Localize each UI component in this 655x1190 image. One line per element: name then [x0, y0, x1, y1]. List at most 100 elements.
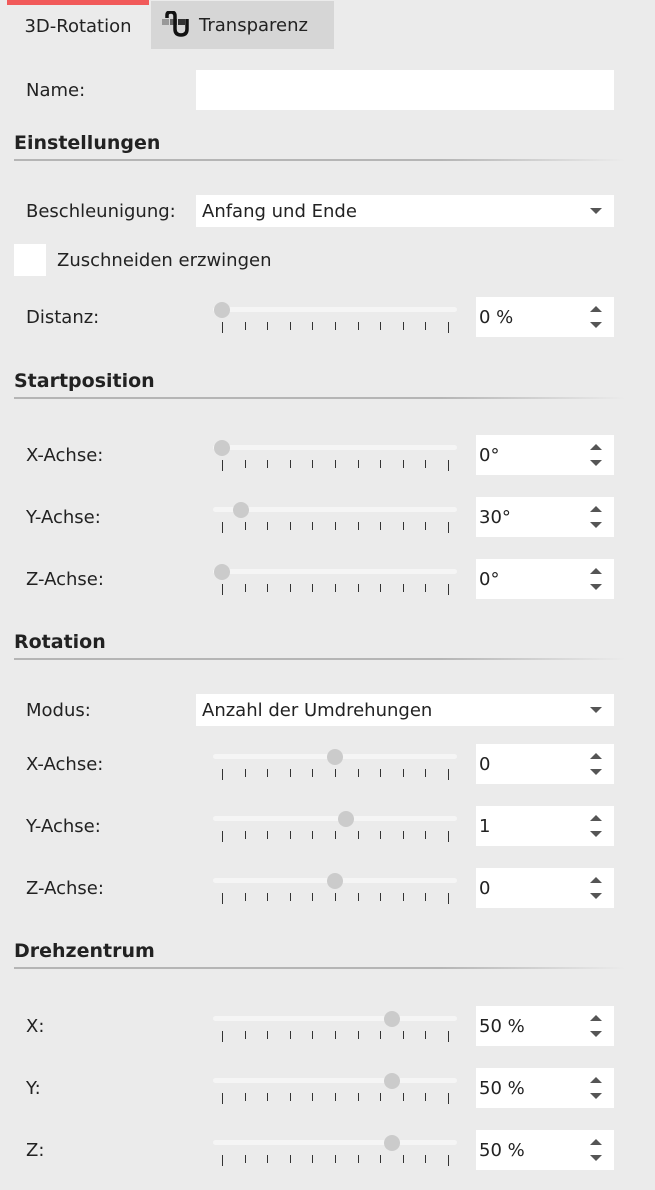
slider-thumb[interactable] — [338, 811, 355, 827]
arrow-up-icon[interactable] — [590, 753, 602, 759]
spin-value: 50 % — [479, 1077, 525, 1099]
arrow-down-icon[interactable] — [590, 584, 602, 590]
row-label: Y-Achse: — [26, 816, 101, 837]
arrow-up-icon[interactable] — [590, 1015, 602, 1021]
slider-thumb[interactable] — [232, 502, 249, 518]
startposition-1-spinbox[interactable]: 30° — [476, 497, 614, 537]
tab-3d-rotation[interactable]: 3D-Rotation — [7, 0, 149, 48]
slider-tick — [312, 1031, 314, 1039]
slider-tick — [425, 1093, 427, 1101]
arrow-down-icon[interactable] — [590, 769, 602, 775]
slider-tick — [267, 893, 269, 901]
rotation-0-spinbox[interactable]: 0 — [476, 744, 614, 784]
slider-track — [213, 1078, 457, 1083]
slider-tick — [357, 522, 359, 530]
arrow-down-icon[interactable] — [590, 522, 602, 528]
drehzentrum-2-slider[interactable] — [213, 1135, 457, 1169]
slider-tick — [312, 584, 314, 592]
arrow-down-icon[interactable] — [590, 1155, 602, 1161]
arrow-down-icon[interactable] — [590, 1093, 602, 1099]
startposition-2-slider[interactable] — [213, 564, 457, 598]
transparency-icon — [162, 11, 189, 37]
rotation-1-spinbox[interactable]: 1 — [476, 806, 614, 846]
startposition-0-slider[interactable] — [213, 440, 457, 474]
arrow-down-icon[interactable] — [590, 322, 602, 328]
slider-thumb[interactable] — [214, 564, 230, 580]
slider-track — [213, 307, 457, 312]
arrow-down-icon[interactable] — [590, 831, 602, 837]
slider-tick — [425, 322, 427, 330]
slider-tick — [425, 893, 427, 901]
slider-thumb[interactable] — [214, 302, 230, 318]
drehzentrum-1-spinbox[interactable]: 50 % — [476, 1068, 614, 1108]
slider-tick — [402, 893, 404, 901]
row-label: Y: — [26, 1078, 41, 1099]
arrow-up-icon[interactable] — [590, 506, 602, 512]
row-label: X-Achse: — [26, 754, 104, 775]
slider-tick — [289, 769, 291, 777]
startposition-0-spinbox[interactable]: 0° — [476, 435, 614, 475]
slider-tick — [267, 460, 269, 468]
arrow-up-icon[interactable] — [590, 444, 602, 450]
slider-tick — [267, 1155, 269, 1163]
arrow-down-icon[interactable] — [590, 460, 602, 466]
rotation-0-slider[interactable] — [213, 749, 457, 783]
drehzentrum-2-spinbox[interactable]: 50 % — [476, 1130, 614, 1170]
slider-tick — [402, 460, 404, 468]
spin-value: 50 % — [479, 1015, 525, 1037]
slider-tick — [425, 522, 427, 530]
select-value: Anzahl der Umdrehungen — [202, 699, 433, 721]
distanz-slider[interactable] — [213, 302, 457, 336]
slider-thumb[interactable] — [214, 440, 230, 456]
slider-tick — [244, 831, 246, 839]
slider-tick — [312, 522, 314, 530]
row-label: Distanz: — [26, 307, 100, 328]
arrow-down-icon[interactable] — [590, 893, 602, 899]
slider-thumb[interactable] — [383, 1073, 400, 1089]
modus-select[interactable]: Anzahl der Umdrehungen — [196, 694, 614, 726]
slider-tick — [380, 584, 382, 592]
rotation-2-spinbox[interactable]: 0 — [476, 868, 614, 908]
drehzentrum-1-slider[interactable] — [213, 1073, 457, 1107]
section-rotation: Rotation — [14, 631, 624, 660]
rotation-2-slider[interactable] — [213, 873, 457, 907]
arrow-down-icon[interactable] — [590, 1031, 602, 1037]
beschleunigung-select[interactable]: Anfang und Ende — [196, 195, 614, 227]
row-label: X: — [26, 1016, 45, 1037]
zuschneiden-label: Zuschneiden erzwingen — [57, 250, 272, 271]
distanz-spinbox[interactable]: 0 % — [476, 297, 614, 337]
arrow-up-icon[interactable] — [590, 1077, 602, 1083]
name-input[interactable] — [196, 70, 614, 110]
slider-tick — [335, 522, 336, 530]
slider-thumb[interactable] — [383, 1135, 400, 1151]
drehzentrum-0-spinbox[interactable]: 50 % — [476, 1006, 614, 1046]
slider-thumb[interactable] — [327, 749, 343, 765]
zuschneiden-checkbox[interactable] — [14, 244, 46, 276]
slider-tick — [222, 522, 223, 533]
slider-tick — [312, 322, 314, 330]
slider-tick — [380, 460, 382, 468]
slider-thumb[interactable] — [383, 1011, 400, 1027]
section-einstellungen: Einstellungen — [14, 132, 624, 161]
slider-tick — [312, 1155, 314, 1163]
slider-tick — [222, 1093, 223, 1104]
startposition-2-spinbox[interactable]: 0° — [476, 559, 614, 599]
slider-thumb[interactable] — [327, 873, 343, 889]
slider-tick — [244, 769, 246, 777]
slider-tick — [357, 893, 359, 901]
slider-tick — [448, 893, 449, 904]
arrow-up-icon[interactable] — [590, 1139, 602, 1145]
drehzentrum-0-slider[interactable] — [213, 1011, 457, 1045]
spin-value: 30° — [479, 506, 511, 528]
arrow-up-icon[interactable] — [590, 815, 602, 821]
arrow-up-icon[interactable] — [590, 877, 602, 883]
slider-tick — [402, 1031, 404, 1039]
arrow-up-icon[interactable] — [590, 568, 602, 574]
slider-tick — [267, 1093, 269, 1101]
arrow-up-icon[interactable] — [590, 306, 602, 312]
rotation-1-slider[interactable] — [213, 811, 457, 845]
startposition-1-slider[interactable] — [213, 502, 457, 536]
slider-tick — [402, 322, 404, 330]
slider-tick — [425, 460, 427, 468]
tab-transparenz[interactable]: Transparenz — [151, 1, 334, 49]
